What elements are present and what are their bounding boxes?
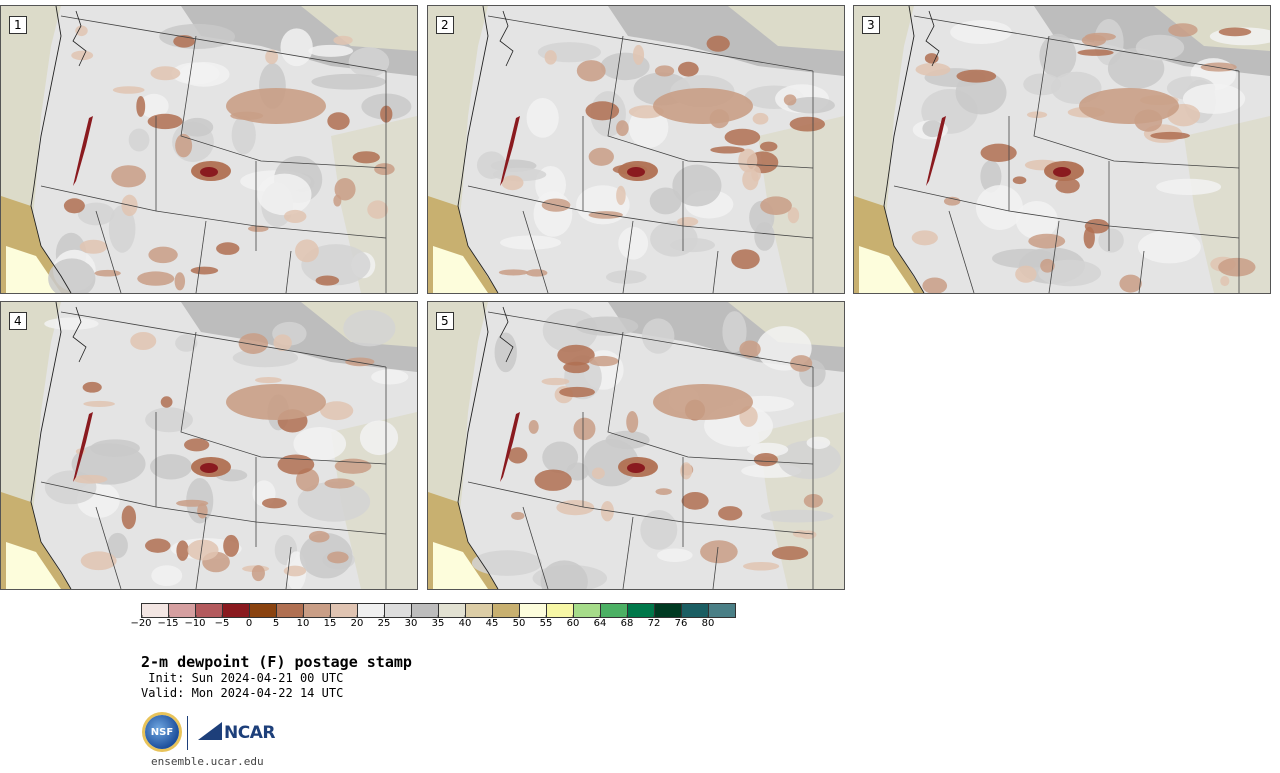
colorbar-swatch — [600, 603, 628, 618]
colorbar-swatch — [438, 603, 466, 618]
colorbar-swatch — [573, 603, 601, 618]
colorbar-swatch — [357, 603, 385, 618]
colorbar-swatch — [168, 603, 196, 618]
panel-number: 4 — [9, 312, 27, 330]
colorbar-tick-label: 60 — [566, 615, 580, 629]
colorbar-tick-label: 50 — [512, 615, 526, 629]
colorbar-tick-label: 25 — [377, 615, 391, 629]
colorbar-swatch — [330, 603, 358, 618]
map-panel-3: 3 — [853, 5, 1271, 294]
colorbar-tick-label: 15 — [323, 615, 337, 629]
map-panel-2: 2 — [427, 5, 845, 294]
colorbar-tick-label: −10 — [184, 615, 206, 629]
colorbar-tick-label: 30 — [404, 615, 418, 629]
site-url: ensemble.ucar.edu — [151, 755, 264, 768]
colorbar-swatch — [249, 603, 277, 618]
colorbar-ticks: −20 −15 −10 −5 0 5 10 15 20 25 30 35 40 45 50 55 60 64 68 7… — [130, 615, 761, 638]
colorbar-swatch — [465, 603, 493, 618]
colorbar-tick-label: −5 — [214, 615, 230, 629]
nsf-logo: NSF — [145, 715, 179, 749]
colorbar-tick-label: 0 — [245, 615, 253, 629]
colorbar-swatch — [654, 603, 682, 618]
colorbar-tick-label: 80 — [701, 615, 715, 629]
colorbar-swatch — [141, 603, 169, 618]
valid-time: Valid: Mon 2024-04-22 14 UTC — [141, 686, 344, 700]
colorbar-swatch — [519, 603, 547, 618]
colorbar-swatch — [384, 603, 412, 618]
colorbar-tick-label: 64 — [593, 615, 607, 629]
ncar-logo: NCAR — [198, 722, 275, 743]
colorbar — [141, 603, 736, 618]
ncar-logo-text: NCAR — [224, 723, 275, 743]
colorbar-swatch — [411, 603, 439, 618]
panel-number: 2 — [436, 16, 454, 34]
colorbar-swatch — [222, 603, 250, 618]
colorbar-swatch — [195, 603, 223, 618]
colorbar-tick-label: 10 — [296, 615, 310, 629]
colorbar-tick-label: 20 — [350, 615, 364, 629]
panel-number: 1 — [9, 16, 27, 34]
dewpoint-map — [428, 302, 844, 589]
dewpoint-map — [428, 6, 844, 293]
chart-title: 2-m dewpoint (F) postage stamp — [141, 653, 412, 671]
dewpoint-map — [854, 6, 1270, 293]
colorbar-tick-label: 72 — [647, 615, 661, 629]
colorbar-tick-label: −20 — [130, 615, 152, 629]
map-panel-5: 5 — [427, 301, 845, 590]
logo-divider — [187, 716, 188, 750]
colorbar-tick-label: 40 — [458, 615, 472, 629]
map-panel-4: 4 — [0, 301, 418, 590]
colorbar-swatch — [681, 603, 709, 618]
colorbar-tick-label: 45 — [485, 615, 499, 629]
panel-number: 3 — [862, 16, 880, 34]
dewpoint-map — [1, 302, 417, 589]
colorbar-tick-label: 35 — [431, 615, 445, 629]
colorbar-tick-label: 68 — [620, 615, 634, 629]
colorbar-swatch — [546, 603, 574, 618]
map-panel-1: 1 — [0, 5, 418, 294]
colorbar-tick-label: 5 — [272, 615, 280, 629]
panel-number: 5 — [436, 312, 454, 330]
dewpoint-map — [1, 6, 417, 293]
ncar-wedge-icon — [198, 722, 222, 740]
colorbar-swatch — [492, 603, 520, 618]
colorbar-tick-label: −15 — [157, 615, 179, 629]
colorbar-swatch — [303, 603, 331, 618]
colorbar-tick-label: 55 — [539, 615, 553, 629]
colorbar-swatch — [276, 603, 304, 618]
init-time: Init: Sun 2024-04-21 00 UTC — [141, 671, 344, 685]
colorbar-tick-label: 76 — [674, 615, 688, 629]
colorbar-swatch — [708, 603, 736, 618]
colorbar-swatch — [627, 603, 655, 618]
